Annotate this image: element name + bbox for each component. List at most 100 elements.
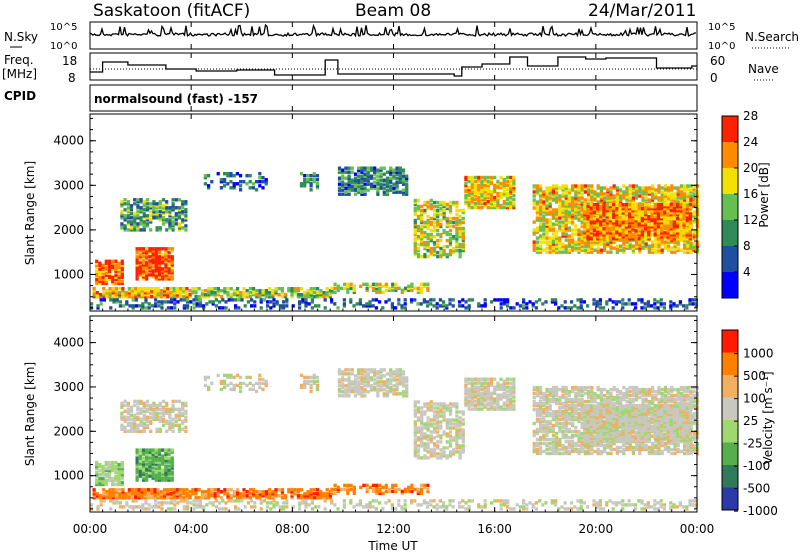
velocity-cell xyxy=(184,409,188,413)
power-cell xyxy=(650,219,654,223)
velocity-cell xyxy=(445,420,449,424)
power-cell xyxy=(464,193,468,198)
power-cell xyxy=(107,265,112,269)
velocity-cell xyxy=(264,494,268,498)
power-cell xyxy=(577,200,581,204)
power-cell xyxy=(688,223,692,227)
velocity-cell xyxy=(129,429,134,433)
power-cell xyxy=(602,227,606,231)
power-cell xyxy=(596,240,600,244)
power-cell xyxy=(583,250,587,254)
power-cell xyxy=(293,287,297,291)
power-cell xyxy=(477,304,481,308)
power-cell xyxy=(688,302,692,306)
power-cell xyxy=(126,214,130,218)
power-cell xyxy=(309,289,313,293)
power-cell xyxy=(432,248,437,253)
velocity-cell xyxy=(161,462,165,466)
power-cell xyxy=(181,226,185,230)
power-cell xyxy=(675,304,679,308)
power-cell xyxy=(401,188,406,192)
velocity-cell xyxy=(264,381,268,386)
power-cell xyxy=(554,298,558,302)
velocity-cell xyxy=(274,494,278,498)
velocity-cell xyxy=(413,404,417,408)
power-cell xyxy=(583,190,587,194)
power-cell xyxy=(567,248,571,252)
power-cell xyxy=(542,240,546,244)
power-cell xyxy=(336,286,340,290)
power-cell xyxy=(114,281,118,286)
power-cell xyxy=(111,275,115,279)
velocity-cell xyxy=(200,494,204,498)
velocity-cell xyxy=(299,385,304,390)
power-cell xyxy=(461,208,465,213)
power-cell xyxy=(343,282,347,286)
power-cell xyxy=(599,223,603,227)
velocity-cell xyxy=(445,440,449,444)
velocity-cell xyxy=(129,427,134,431)
velocity-cell xyxy=(261,387,265,392)
power-cell xyxy=(558,196,562,200)
velocity-cell xyxy=(423,436,427,440)
velocity-cell xyxy=(229,494,233,498)
velocity-cell xyxy=(344,394,348,398)
power-cell xyxy=(413,218,417,223)
velocity-cell xyxy=(436,446,440,450)
power-cell xyxy=(353,188,358,192)
power-cell xyxy=(203,174,207,178)
velocity-cell xyxy=(166,492,170,496)
velocity-cell xyxy=(306,375,310,380)
power-cell xyxy=(587,184,591,188)
power-cell xyxy=(631,190,635,194)
power-cell xyxy=(557,306,561,310)
velocity-cell xyxy=(104,478,108,483)
power-cell xyxy=(670,192,674,196)
velocity-cell xyxy=(177,425,182,429)
power-cell xyxy=(635,244,639,248)
power-cell xyxy=(314,304,318,308)
power-cell xyxy=(153,287,157,291)
power-cell xyxy=(548,202,552,206)
velocity-cell xyxy=(357,384,361,388)
power-cell xyxy=(596,229,600,233)
velocity-cell xyxy=(346,487,350,492)
power-cell xyxy=(692,230,696,234)
power-cell xyxy=(502,191,506,196)
power-cell xyxy=(499,205,503,210)
velocity-cell xyxy=(242,494,246,498)
power-cell xyxy=(90,302,94,306)
power-cell xyxy=(596,227,600,231)
power-cell xyxy=(330,290,334,294)
velocity-cell xyxy=(261,490,265,494)
power-cell xyxy=(416,288,420,292)
power-cell xyxy=(590,198,594,202)
power-cell xyxy=(398,170,402,174)
power-cell xyxy=(261,291,265,295)
power-cell xyxy=(583,242,587,246)
power-cell xyxy=(395,182,399,186)
velocity-cell xyxy=(352,485,356,490)
power-cell xyxy=(599,202,603,206)
power-cell xyxy=(577,218,581,222)
power-cell xyxy=(651,242,655,246)
velocity-cell xyxy=(357,392,361,396)
power-cell xyxy=(567,226,571,230)
power-cell xyxy=(142,216,146,220)
power-cell xyxy=(627,302,631,306)
power-cell xyxy=(397,298,401,302)
power-cell xyxy=(625,188,629,192)
power-cell xyxy=(638,250,642,254)
power-cell xyxy=(161,218,166,222)
nsearch-tick-high: 10^5 xyxy=(708,22,735,33)
velocity-cell xyxy=(429,448,433,452)
power-cell xyxy=(413,230,417,235)
power-cell xyxy=(301,300,305,304)
power-cell xyxy=(628,229,632,233)
velocity-cell xyxy=(439,452,443,456)
velocity-cell xyxy=(142,405,146,409)
power-cell xyxy=(470,189,474,194)
velocity-cell xyxy=(413,440,417,444)
power-cell xyxy=(509,187,513,192)
velocity-cell xyxy=(175,488,179,492)
